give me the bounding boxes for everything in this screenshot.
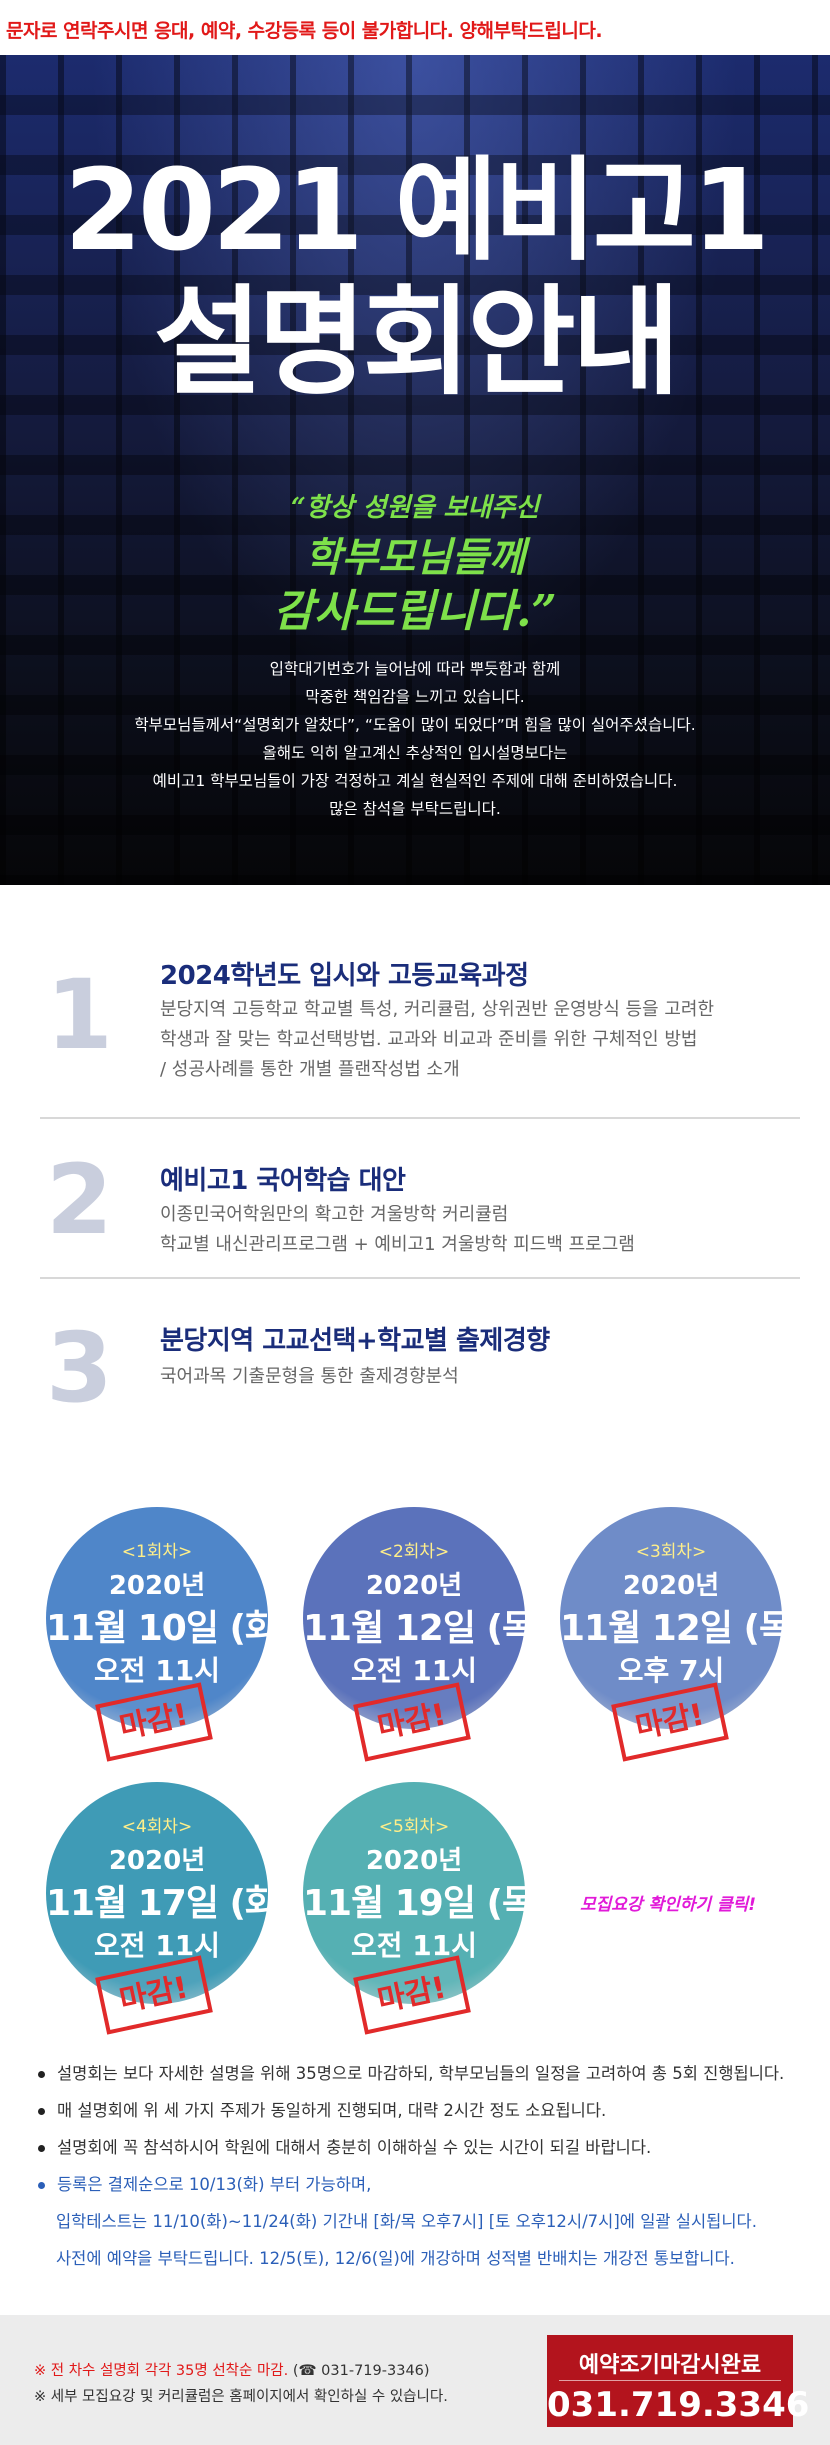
call-box[interactable]: 예약조기마감시완료 031.719.3346: [547, 2335, 810, 2427]
topic-1: 1 2024학년도 입시와 고등교육과정 분당지역 고등학교 학교별 특성, 커…: [40, 955, 800, 1105]
topic-title: 2024학년도 입시와 고등교육과정: [160, 961, 529, 991]
session-time: 오전 11시: [351, 1654, 477, 1687]
call-box-phone[interactable]: 031.719.3346: [547, 2385, 810, 2425]
calligraphy-line1: “항상 성원을 보내주신: [290, 493, 540, 523]
note-item: 설명회에 꼭 참석하시어 학원에 대해서 충분히 이해하실 수 있는 시간이 되…: [38, 2134, 651, 2158]
intro-line: 많은 참석을 부탁드립니다.: [329, 800, 501, 818]
session-circle-4: <4회차> 2020년 11월 17일 (화) 오전 11시: [46, 1782, 294, 2004]
topic-desc-line: 분당지역 고등학교 학교별 특성, 커리큘럼, 상위권반 운영방식 등을 고려한: [160, 999, 715, 1020]
topic-number: 3: [46, 1312, 113, 1424]
bullet-icon: [38, 2182, 45, 2189]
recruit-guide-link[interactable]: 모집요강 확인하기 클릭!: [580, 1895, 756, 1915]
intro-line: 올해도 익히 알고계신 추상적인 입시설명보다는: [262, 744, 568, 762]
topic-description: 이종민국어학원만의 확고한 겨울방학 커리큘럼 학교별 내신관리프로그램 + 예…: [160, 1200, 635, 1260]
note-text: 매 설명회에 위 세 가지 주제가 동일하게 진행되며, 대략 2시간 정도 소…: [57, 2101, 607, 2120]
theater-seats-background: [0, 55, 830, 885]
notice-text: 문자로 연락주시면 응대, 예약, 수강등록 등이 불가합니다. 양해부탁드립니…: [6, 20, 603, 42]
topic-divider: [40, 1117, 800, 1119]
session-year: 2020년: [622, 1571, 720, 1601]
topic-number: 2: [46, 1144, 113, 1256]
footer: ※ 전 차수 설명회 각각 35명 선착순 마감. (☎ 031-719-334…: [0, 2315, 830, 2445]
call-box-label: 예약조기마감시완료: [578, 2353, 762, 2378]
topic-desc-line: 이종민국어학원만의 확고한 겨울방학 커리큘럼: [160, 1204, 509, 1225]
topic-2: 2 예비고1 국어학습 대안 이종민국어학원만의 확고한 겨울방학 커리큘럼 학…: [40, 1152, 800, 1270]
hero-title-line1: 2021 예비고1: [64, 146, 770, 276]
session-date: 11월 12일 (목): [560, 1608, 808, 1649]
intro-line: 막중한 책임감을 느끼고 있습니다.: [305, 688, 525, 706]
footer-capacity-note: ※ 전 차수 설명회 각각 35명 선착순 마감.: [34, 2363, 289, 2379]
session-round: <4회차>: [121, 1817, 193, 1837]
session-round: <1회차>: [121, 1542, 193, 1562]
note-subline: 사전에 예약을 부탁드립니다. 12/5(토), 12/6(일)에 개강하며 성…: [56, 2249, 735, 2268]
topic-desc-line: 국어과목 기출문형을 통한 출제경향분석: [160, 1366, 459, 1387]
hero-banner: 2021 예비고1 설명회안내 “항상 성원을 보내주신 학부모님들께 감사드립…: [0, 55, 830, 885]
bullet-icon: [38, 2071, 45, 2078]
session-circle-1: <1회차> 2020년 11월 10일 (화) 오전 11시: [46, 1507, 294, 1729]
session-round: <3회차>: [635, 1542, 707, 1562]
note-text: 등록은 결제순으로 10/13(화) 부터 가능하며,: [57, 2175, 372, 2194]
session-round: <2회차>: [378, 1542, 450, 1562]
note-text: 설명회는 보다 자세한 설명을 위해 35명으로 마감하되, 학부모님들의 일정…: [57, 2064, 785, 2083]
footer-line2: ※ 세부 모집요강 및 커리큘럼은 홈페이지에서 확인하실 수 있습니다.: [34, 2389, 448, 2405]
session-year: 2020년: [108, 1846, 206, 1876]
session-round: <5회차>: [378, 1817, 450, 1837]
bullet-icon: [38, 2145, 45, 2152]
topic-title: 예비고1 국어학습 대안: [160, 1166, 406, 1196]
notice-bar: 문자로 연락주시면 응대, 예약, 수강등록 등이 불가합니다. 양해부탁드립니…: [0, 0, 830, 55]
session-date: 11월 12일 (목): [303, 1608, 551, 1649]
session-date: 11월 10일 (화): [46, 1608, 294, 1649]
session-date: 11월 17일 (화): [46, 1883, 294, 1924]
calligraphy-line3: 감사드립니다.”: [273, 586, 557, 637]
hero-intro-text: 입학대기번호가 늘어남에 따라 뿌듯함과 함께 막중한 책임감을 느끼고 있습니…: [0, 655, 830, 823]
bullet-icon: [38, 2108, 45, 2115]
footer-line1: ※ 전 차수 설명회 각각 35명 선착순 마감. (☎ 031-719-334…: [34, 2359, 430, 2380]
session-year: 2020년: [365, 1846, 463, 1876]
hero-title-line2: 설명회안내: [153, 273, 681, 411]
note-text: 설명회에 꼭 참석하시어 학원에 대해서 충분히 이해하실 수 있는 시간이 되…: [57, 2138, 652, 2157]
call-box-divider: [559, 2380, 781, 2381]
topic-title: 분당지역 고교선택+학교별 출제경향: [160, 1326, 550, 1356]
topic-desc-line: 학교별 내신관리프로그램 + 예비고1 겨울방학 피드백 프로그램: [160, 1234, 635, 1255]
note-item: 등록은 결제순으로 10/13(화) 부터 가능하며,: [38, 2171, 371, 2195]
session-time: 오후 7시: [617, 1654, 725, 1687]
topic-3: 3 분당지역 고교선택+학교별 출제경향 국어과목 기출문형을 통한 출제경향분…: [40, 1320, 800, 1416]
session-date: 11월 19일 (목): [303, 1883, 551, 1924]
intro-line: 입학대기번호가 늘어남에 따라 뿌듯함과 함께: [269, 660, 561, 678]
session-circle-2: <2회차> 2020년 11월 12일 (목) 오전 11시: [303, 1507, 551, 1729]
note-item: 설명회는 보다 자세한 설명을 위해 35명으로 마감하되, 학부모님들의 일정…: [38, 2060, 784, 2084]
session-year: 2020년: [108, 1571, 206, 1601]
session-circle-5: <5회차> 2020년 11월 19일 (목) 오전 11시: [303, 1782, 551, 2004]
note-subline: 입학테스트는 11/10(화)~11/24(화) 기간내 [화/목 오후7시] …: [56, 2212, 757, 2231]
note-item: 매 설명회에 위 세 가지 주제가 동일하게 진행되며, 대략 2시간 정도 소…: [38, 2097, 606, 2121]
topic-divider: [40, 1277, 800, 1279]
intro-line: 학부모님들께서“설명회가 알찼다”, “도움이 많이 되었다”며 힘을 많이 실…: [134, 716, 696, 734]
topic-desc-line: / 성공사례를 통한 개별 플랜작성법 소개: [160, 1059, 460, 1080]
topic-desc-line: 학생과 잘 맞는 학교선택방법. 교과와 비교과 준비를 위한 구체적인 방법: [160, 1029, 698, 1050]
calligraphy-line2: 학부모님들께: [304, 534, 526, 581]
footer-tel[interactable]: (☎ 031-719-3346): [292, 2363, 430, 2379]
session-circle-3: <3회차> 2020년 11월 12일 (목) 오후 7시: [560, 1507, 808, 1729]
topic-description: 분당지역 고등학교 학교별 특성, 커리큘럼, 상위권반 운영방식 등을 고려한…: [160, 995, 714, 1085]
session-year: 2020년: [365, 1571, 463, 1601]
session-time: 오전 11시: [94, 1654, 220, 1687]
intro-line: 예비고1 학부모님들이 가장 걱정하고 계실 현실적인 주제에 대해 준비하였습…: [152, 772, 678, 790]
topic-number: 1: [46, 959, 113, 1071]
session-time: 오전 11시: [351, 1929, 477, 1962]
topic-description: 국어과목 기출문형을 통한 출제경향분석: [160, 1362, 459, 1392]
session-time: 오전 11시: [94, 1929, 220, 1962]
